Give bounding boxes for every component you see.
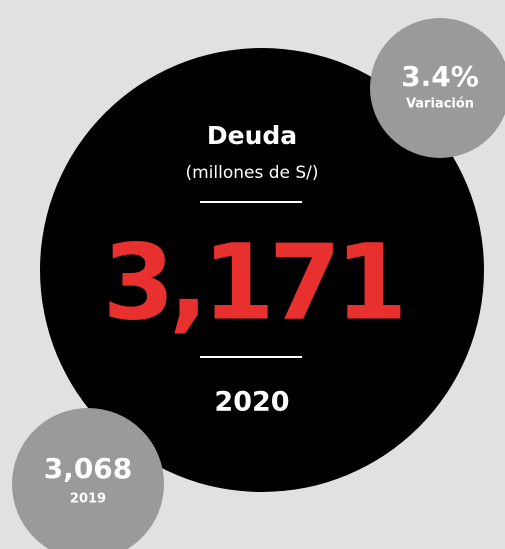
main-subtitle: (millones de S/): [185, 163, 318, 183]
main-value: 3,171: [103, 221, 402, 343]
main-title: Deuda: [207, 121, 297, 150]
previous-year: 2019: [70, 492, 106, 507]
variation-circle: [370, 18, 505, 158]
main-circle: [40, 48, 484, 492]
main-year: 2020: [214, 387, 289, 418]
variation-label: Variación: [406, 97, 474, 112]
previous-value: 3,068: [44, 452, 133, 485]
variation-value: 3.4%: [401, 60, 479, 93]
previous-circle: [12, 408, 164, 549]
